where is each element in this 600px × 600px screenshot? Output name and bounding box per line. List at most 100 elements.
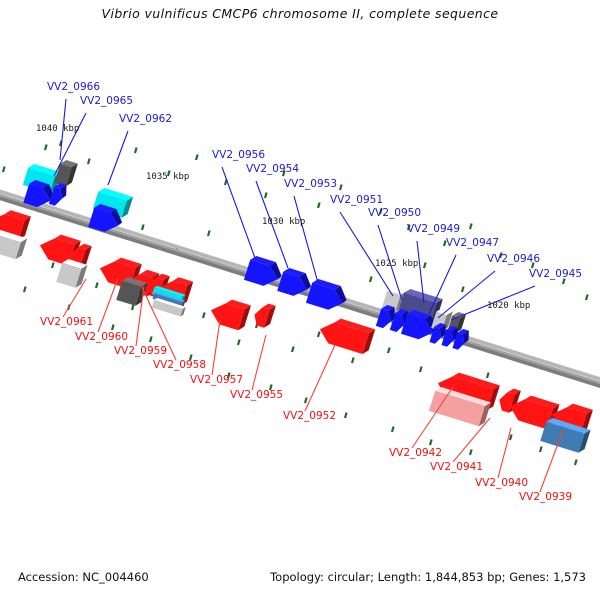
gene-label-forward[interactable]: VV2_0965 [80, 95, 133, 107]
gene-arrow[interactable] [305, 278, 350, 315]
gene-leader-line [539, 429, 564, 493]
gene-arrow[interactable] [0, 206, 31, 241]
gene-label-reverse[interactable]: VV2_0961 [40, 316, 93, 328]
gene-front-face [23, 183, 51, 208]
tick-mark [561, 278, 566, 285]
gene-side-face [79, 246, 92, 269]
gene-arrow[interactable] [243, 255, 285, 291]
gene-label-forward[interactable]: VV2_0962 [119, 113, 172, 125]
gene-arrow[interactable] [429, 322, 448, 346]
gene-arrow[interactable] [400, 309, 440, 344]
gene-arrow[interactable] [23, 179, 57, 212]
gene-arrow[interactable] [208, 295, 251, 332]
gene-side-face [478, 402, 492, 427]
gene-box[interactable] [0, 229, 28, 261]
tick-mark [498, 252, 503, 259]
gene-front-face [400, 313, 433, 340]
gene-front-face [0, 233, 21, 260]
gene-arrow[interactable] [48, 182, 69, 209]
gene-label-forward[interactable]: VV2_0954 [246, 163, 299, 175]
gene-label-reverse[interactable]: VV2_0958 [153, 359, 206, 371]
gene-label-reverse[interactable]: VV2_0960 [75, 331, 128, 343]
tick-mark [316, 331, 321, 338]
gene-front-face [441, 329, 454, 347]
gene-arrow[interactable] [507, 391, 560, 431]
gene-label-reverse[interactable]: VV2_0939 [519, 491, 572, 503]
gene-top-face [122, 277, 148, 287]
tick-mark [236, 339, 241, 346]
gene-box[interactable] [116, 276, 148, 308]
gene-box[interactable] [151, 297, 186, 317]
gene-top-face [452, 372, 500, 390]
tick-mark [442, 240, 447, 247]
gene-front-face [116, 280, 142, 306]
gene-label-forward[interactable]: VV2_0951 [330, 194, 383, 206]
gene-leader-line [138, 280, 177, 361]
gene-top-face [407, 310, 432, 320]
gene-box[interactable] [54, 159, 78, 188]
gene-label-forward[interactable]: VV2_0947 [446, 237, 499, 249]
gene-box[interactable] [56, 258, 88, 290]
gene-label-forward[interactable]: VV2_0966 [47, 81, 100, 93]
tick-mark [201, 312, 206, 319]
tick-mark [206, 230, 211, 237]
gene-front-face [540, 421, 585, 453]
gene-labels-layer[interactable]: VV2_0966 VV2_0965 VV2_0962 VV2_0956 VV2_0954… [40, 81, 582, 503]
gene-arrow[interactable] [452, 328, 471, 352]
gene-label-forward[interactable]: VV2_0945 [529, 268, 582, 280]
gene-leader-line [211, 319, 221, 376]
gene-label-forward[interactable]: VV2_0949 [407, 223, 460, 235]
tick-mark [386, 347, 391, 354]
gene-arrow[interactable] [88, 203, 125, 236]
gene-arrow[interactable] [277, 267, 314, 300]
gene-top-face [77, 243, 92, 250]
gene-leader-line [62, 278, 87, 318]
tick-mark [460, 286, 465, 293]
sequence-stats-label: Topology: circular; Length: 1,844,853 bp… [270, 570, 586, 584]
gene-top-face [381, 305, 395, 311]
gene-top-face [283, 268, 306, 277]
gene-front-face [88, 207, 118, 232]
gene-top-face [507, 388, 521, 395]
gene-label-forward[interactable]: VV2_0953 [284, 178, 337, 190]
gene-top-face [524, 395, 560, 409]
gene-arrow[interactable] [375, 304, 398, 331]
gene-label-reverse[interactable]: VV2_0941 [430, 461, 483, 473]
gene-front-face [56, 262, 82, 288]
gene-label-reverse[interactable]: VV2_0952 [283, 410, 336, 422]
gene-arrow[interactable] [252, 301, 276, 330]
tick-mark [343, 412, 348, 419]
gene-label-reverse[interactable]: VV2_0959 [114, 345, 167, 357]
gene-leader-line [59, 98, 67, 161]
gene-top-face [155, 273, 170, 280]
forward-strand-features[interactable] [22, 159, 471, 352]
gene-front-face [0, 214, 25, 240]
gene-side-face [462, 330, 469, 344]
gene-side-face [135, 282, 148, 306]
gene-leader-line [304, 344, 336, 412]
gene-label-forward[interactable]: VV2_0956 [212, 149, 265, 161]
tick-mark [468, 449, 473, 456]
gene-label-forward[interactable]: VV2_0946 [487, 253, 540, 265]
gene-arrow[interactable] [317, 314, 376, 356]
gene-box[interactable] [540, 417, 591, 455]
gene-label-reverse[interactable]: VV2_0940 [475, 477, 528, 489]
gene-top-face [225, 299, 251, 310]
gene-leader-line [411, 383, 456, 449]
gene-top-face [54, 183, 67, 189]
gene-side-face [430, 299, 443, 323]
tick-mark [584, 294, 589, 301]
gene-label-forward[interactable]: VV2_0950 [368, 207, 421, 219]
gene-label-reverse[interactable]: VV2_0942 [389, 447, 442, 459]
gene-label-reverse[interactable]: VV2_0955 [230, 389, 283, 401]
gene-arrow[interactable] [389, 308, 411, 335]
tick-mark [418, 366, 423, 373]
gene-top-face [94, 204, 117, 213]
tick-mark [422, 262, 427, 269]
accession-label: Accession: NC_004460 [18, 570, 149, 584]
tick-mark [485, 372, 490, 379]
reverse-strand-features[interactable] [0, 206, 593, 455]
gene-label-reverse[interactable]: VV2_0957 [190, 374, 243, 386]
